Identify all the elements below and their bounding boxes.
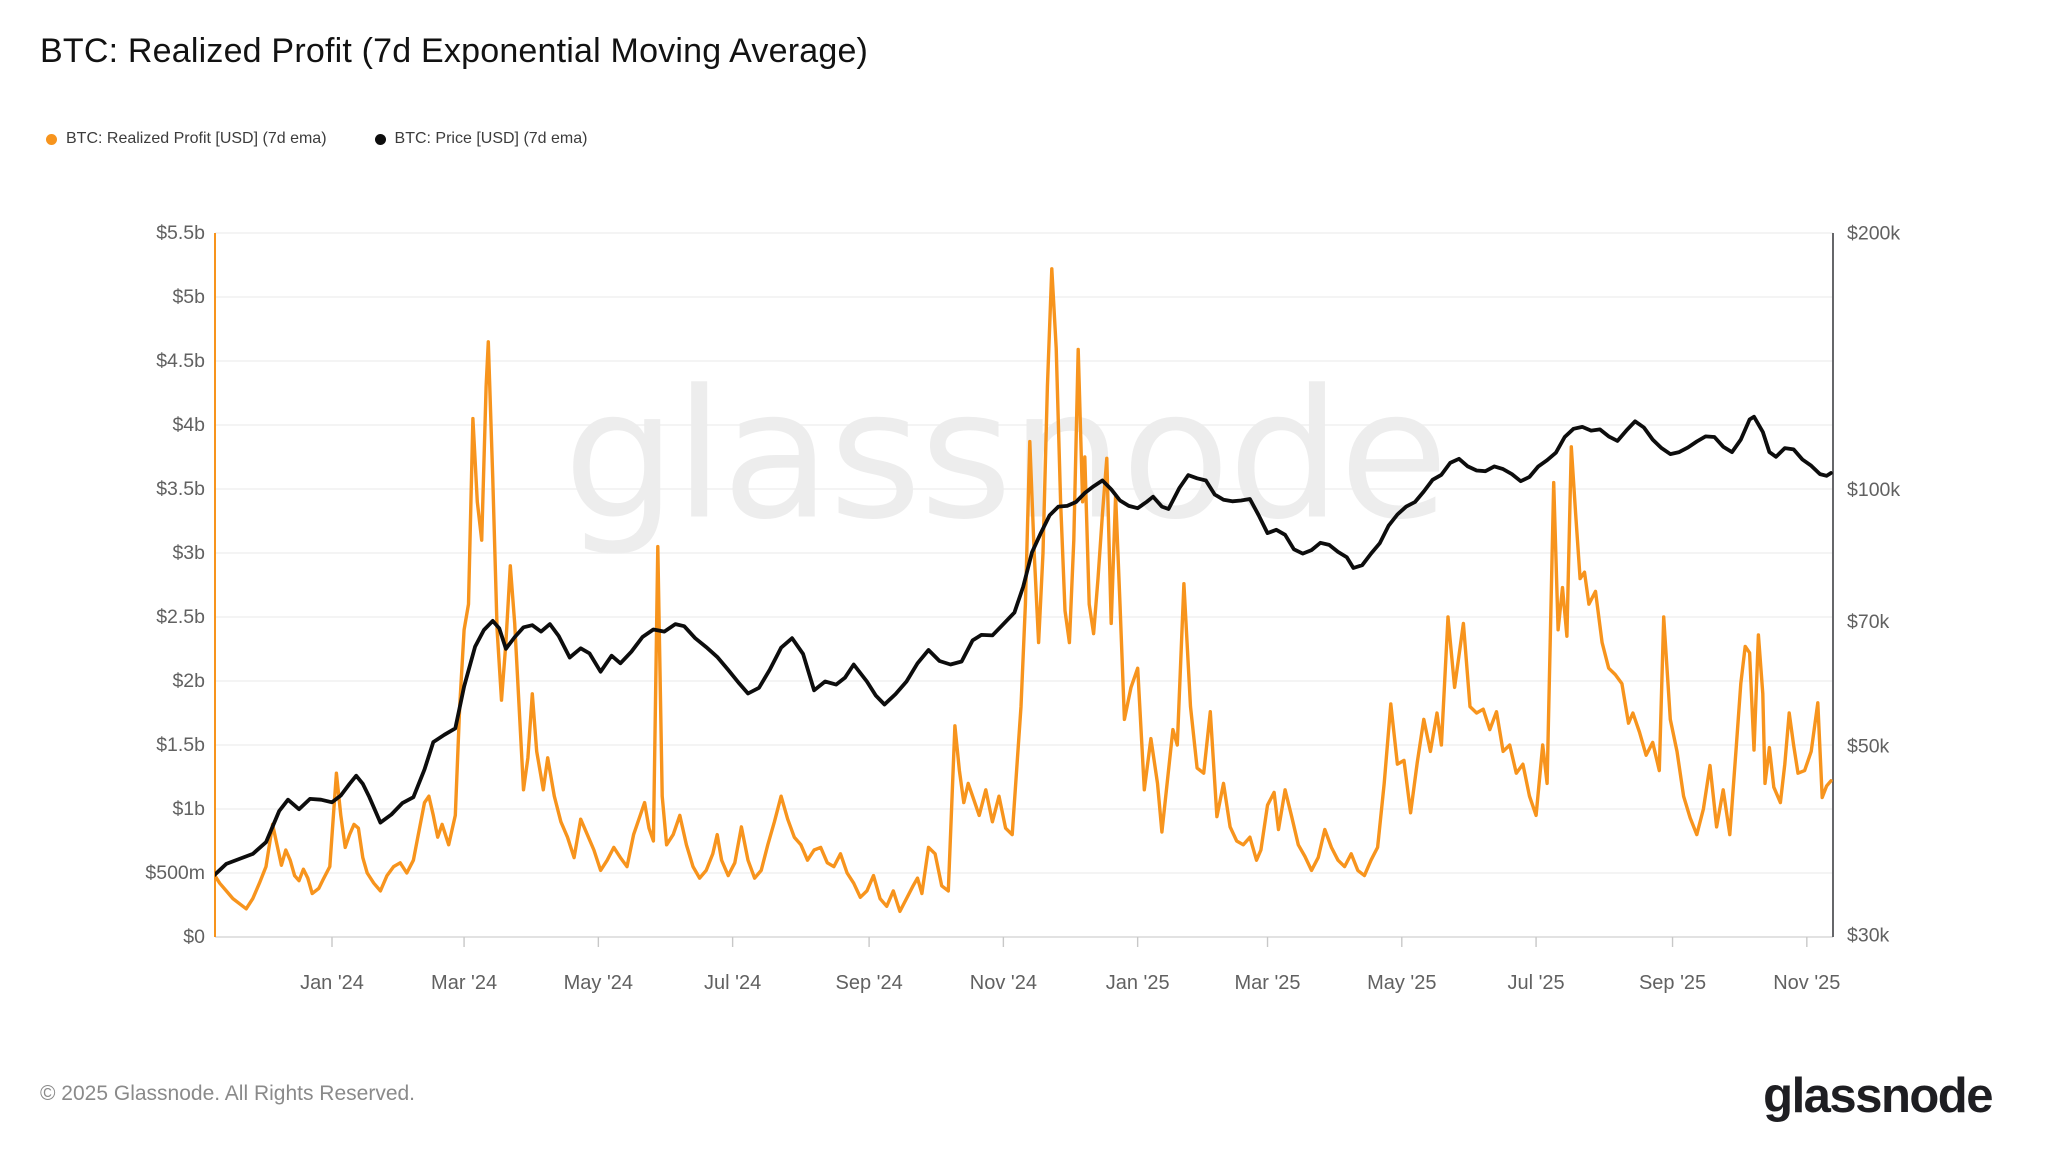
copyright-text: © 2025 Glassnode. All Rights Reserved. <box>40 1082 416 1105</box>
y-axis-left-tick-label: $3.5b <box>156 478 205 500</box>
y-axis-right-tick-label: $100k <box>1847 479 1900 501</box>
x-axis-tick-label: May '24 <box>564 972 633 994</box>
y-axis-right-tick-label: $30k <box>1847 924 1890 946</box>
y-axis-right-tick-label: $50k <box>1847 735 1890 757</box>
y-axis-left-tick-label: $1b <box>172 798 205 820</box>
y-axis-left-tick-label: $500m <box>145 862 205 884</box>
realized-profit-line[interactable] <box>213 267 1833 914</box>
y-axis-left-tick-label: $4b <box>172 414 205 436</box>
x-axis-tick-label: Sep '24 <box>835 972 902 994</box>
y-axis-left-tick-label: $2b <box>172 670 205 692</box>
x-axis-tick-label: Jan '25 <box>1106 972 1170 994</box>
chart-title: BTC: Realized Profit (7d Exponential Mov… <box>40 32 869 70</box>
x-axis-tick-label: Sep '25 <box>1639 972 1706 994</box>
legend-item-realized-profit[interactable]: BTC: Realized Profit [USD] (7d ema) <box>46 130 327 148</box>
y-axis-left-tick-label: $2.5b <box>156 606 205 628</box>
y-axis-left-tick-label: $5b <box>172 286 205 308</box>
y-axis-left-tick-label: $0 <box>183 926 205 948</box>
legend-item-label: BTC: Realized Profit [USD] (7d ema) <box>66 130 327 147</box>
y-axis-left-tick-label: $4.5b <box>156 350 205 372</box>
y-axis-right-tick-label: $200k <box>1847 223 1900 245</box>
x-axis-tick-label: Jan '24 <box>300 972 364 994</box>
x-axis-tick-label: Mar '24 <box>431 972 497 994</box>
x-axis-tick-label: Nov '25 <box>1773 972 1840 994</box>
y-axis-left-tick-label: $5.5b <box>156 222 205 244</box>
glassnode-watermark: glassnode <box>563 352 1446 559</box>
y-axis-left-tick-label: $3b <box>172 542 205 564</box>
legend-item-price[interactable]: BTC: Price [USD] (7d ema) <box>374 130 588 148</box>
x-axis-tick-label: Nov '24 <box>970 972 1037 994</box>
x-axis-tick-label: May '25 <box>1367 972 1436 994</box>
price-line[interactable] <box>213 414 1833 878</box>
x-axis-tick-label: Jul '24 <box>704 972 761 994</box>
y-axis-left-tick-label: $1.5b <box>156 734 205 756</box>
x-axis-tick-label: Mar '25 <box>1234 972 1300 994</box>
x-axis-tick-label: Jul '25 <box>1507 972 1564 994</box>
chart-legend: BTC: Realized Profit [USD] (7d ema) BTC: … <box>46 130 587 148</box>
legend-dot-icon <box>46 133 57 145</box>
legend-item-label: BTC: Price [USD] (7d ema) <box>394 130 588 147</box>
y-axis-right-tick-label: $70k <box>1847 611 1890 633</box>
glassnode-logo: glassnode <box>1763 1069 1993 1123</box>
legend-dot-icon <box>374 133 386 145</box>
